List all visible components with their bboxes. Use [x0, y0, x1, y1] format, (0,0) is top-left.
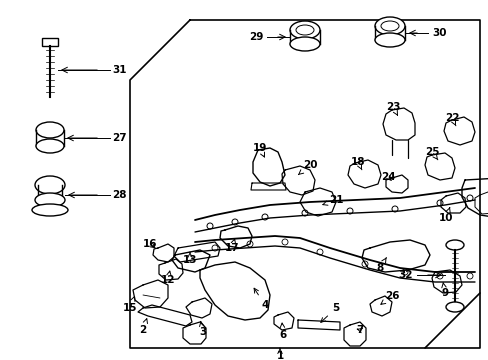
Ellipse shape	[380, 21, 398, 31]
Polygon shape	[153, 244, 174, 262]
Text: 20: 20	[298, 160, 317, 175]
Ellipse shape	[295, 25, 313, 35]
Text: 26: 26	[380, 291, 398, 304]
Text: 16: 16	[142, 239, 157, 249]
Text: 4: 4	[254, 288, 268, 310]
Text: 1: 1	[276, 348, 283, 360]
Polygon shape	[220, 226, 251, 248]
Text: 27: 27	[112, 133, 126, 143]
Text: 23: 23	[385, 102, 400, 115]
Ellipse shape	[36, 139, 64, 153]
Polygon shape	[159, 259, 183, 280]
Text: 12: 12	[161, 271, 175, 285]
Text: 3: 3	[199, 321, 206, 337]
Ellipse shape	[289, 21, 319, 39]
Text: 11: 11	[0, 359, 1, 360]
Text: 18: 18	[350, 157, 365, 170]
FancyBboxPatch shape	[42, 38, 58, 46]
Polygon shape	[369, 296, 391, 316]
Polygon shape	[347, 160, 380, 188]
Text: 8: 8	[376, 258, 386, 273]
Text: 7: 7	[356, 325, 363, 335]
Ellipse shape	[35, 176, 65, 194]
Text: 2: 2	[139, 319, 147, 335]
Polygon shape	[361, 240, 429, 272]
Polygon shape	[382, 108, 414, 140]
Polygon shape	[297, 320, 339, 330]
Text: 6: 6	[279, 323, 286, 340]
Polygon shape	[424, 153, 454, 180]
Text: 28: 28	[112, 190, 126, 200]
Polygon shape	[183, 322, 205, 344]
Text: 29: 29	[248, 32, 263, 42]
Polygon shape	[133, 280, 168, 308]
Text: 22: 22	[444, 113, 458, 126]
Ellipse shape	[374, 33, 404, 47]
Polygon shape	[299, 188, 335, 216]
Text: 17: 17	[224, 239, 239, 253]
Ellipse shape	[32, 204, 68, 216]
Polygon shape	[343, 322, 365, 346]
Text: 30: 30	[431, 28, 446, 38]
Ellipse shape	[35, 193, 65, 207]
Ellipse shape	[289, 37, 319, 51]
Text: 21: 21	[322, 195, 343, 205]
Polygon shape	[252, 148, 285, 186]
Polygon shape	[443, 117, 474, 145]
Ellipse shape	[374, 17, 404, 35]
Polygon shape	[200, 262, 269, 320]
Polygon shape	[431, 270, 461, 293]
Ellipse shape	[445, 302, 463, 312]
Polygon shape	[172, 250, 209, 272]
Text: 13: 13	[183, 252, 197, 265]
Polygon shape	[174, 242, 220, 262]
Text: 9: 9	[441, 283, 447, 298]
Text: 24: 24	[380, 172, 394, 182]
Polygon shape	[273, 312, 293, 330]
Polygon shape	[385, 175, 407, 193]
Text: 32: 32	[398, 270, 412, 280]
Text: 5: 5	[320, 303, 339, 322]
Ellipse shape	[36, 122, 64, 138]
Polygon shape	[250, 183, 285, 190]
Polygon shape	[461, 178, 488, 220]
Polygon shape	[138, 305, 192, 326]
Polygon shape	[440, 193, 465, 213]
Text: 10: 10	[438, 207, 452, 223]
Text: 31: 31	[112, 65, 126, 75]
Text: 15: 15	[122, 297, 137, 313]
Text: 19: 19	[252, 143, 266, 157]
Text: 25: 25	[424, 147, 438, 160]
Polygon shape	[185, 298, 212, 318]
Ellipse shape	[445, 240, 463, 250]
Polygon shape	[282, 166, 314, 195]
